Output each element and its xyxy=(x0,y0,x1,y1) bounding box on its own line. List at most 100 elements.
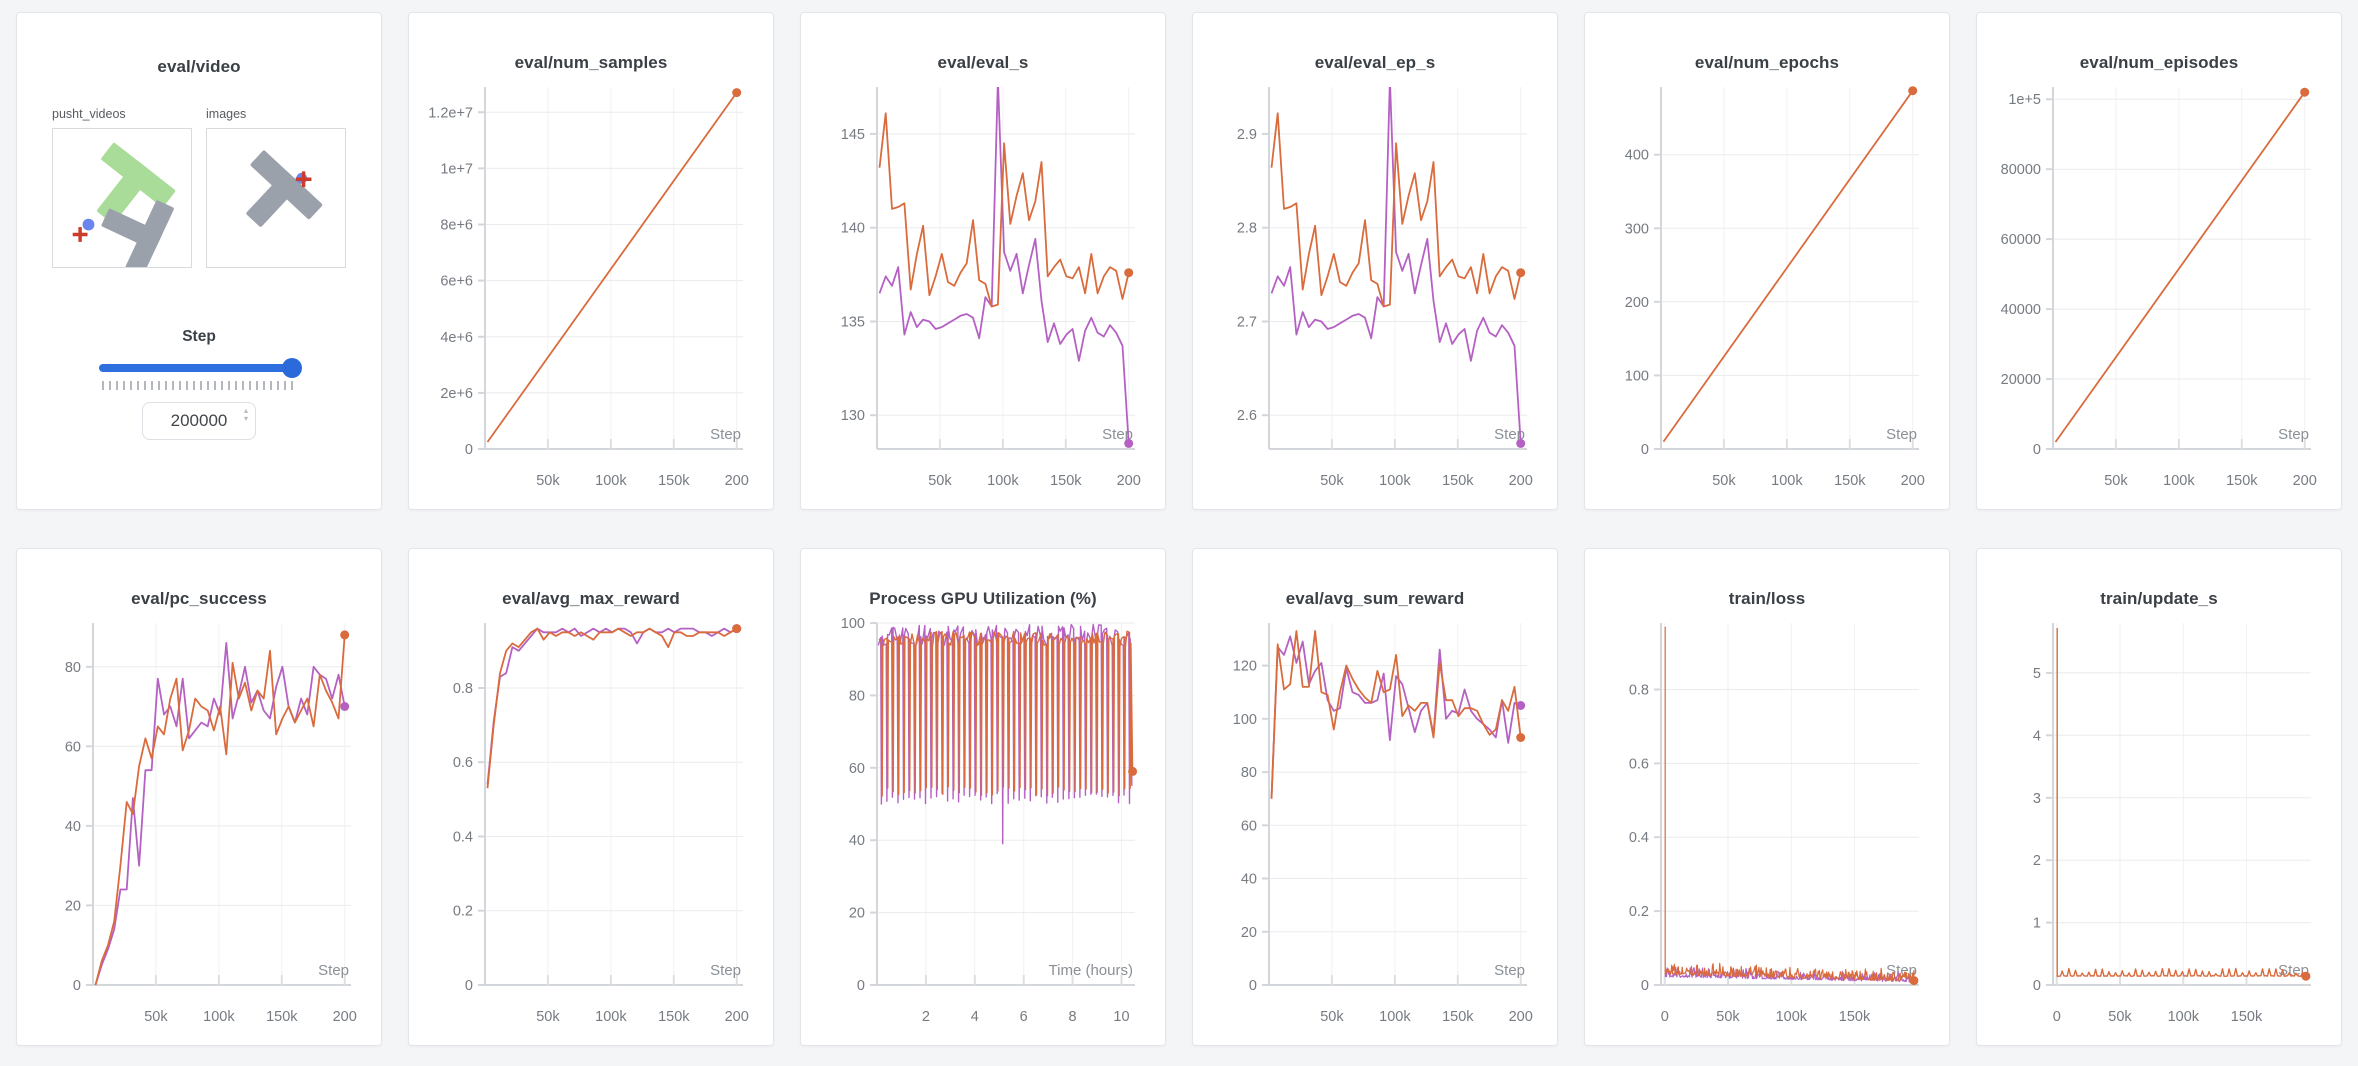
chart-plot: 0 100 200 300 400 50k 100k 150k 200 Step xyxy=(1625,86,1925,489)
chart-panel[interactable]: eval/num_episodes 0 20000 40000 60000 80000 1… xyxy=(1976,12,2342,510)
svg-text:140: 140 xyxy=(841,221,865,237)
svg-text:60000: 60000 xyxy=(2001,232,2041,248)
step-slider-ruler-ticks xyxy=(102,381,296,390)
svg-text:100k: 100k xyxy=(1379,473,1411,489)
x-axis-label: Step xyxy=(318,962,349,979)
svg-text:40: 40 xyxy=(65,819,81,835)
svg-text:0: 0 xyxy=(73,978,81,994)
svg-text:50k: 50k xyxy=(928,473,952,489)
images-thumbnail[interactable] xyxy=(206,128,346,268)
svg-text:0.4: 0.4 xyxy=(453,830,473,846)
chart-title: eval/num_epochs xyxy=(1694,53,1840,72)
svg-text:150k: 150k xyxy=(1834,473,1866,489)
series-line-orange xyxy=(1664,626,1915,982)
svg-text:200: 200 xyxy=(1901,473,1925,489)
chart-title: eval/num_episodes xyxy=(2079,53,2239,72)
series-line-orange xyxy=(1270,112,1522,308)
chart-title: eval/eval_ep_s xyxy=(1314,53,1436,72)
svg-text:0: 0 xyxy=(1249,978,1257,994)
svg-text:0: 0 xyxy=(1641,442,1649,458)
gridlines xyxy=(1661,87,1919,450)
series-line-orange xyxy=(486,627,738,789)
axes xyxy=(2052,87,2311,450)
x-axis-label: Step xyxy=(1886,426,1917,443)
goal-cross xyxy=(295,171,312,188)
series-line-purple xyxy=(1270,87,1522,444)
svg-text:150k: 150k xyxy=(2231,1009,2263,1025)
svg-text:20: 20 xyxy=(1241,925,1257,941)
spinner-up-icon[interactable]: ▴ xyxy=(243,406,248,415)
svg-text:2e+6: 2e+6 xyxy=(440,386,473,402)
svg-text:150k: 150k xyxy=(1442,1009,1474,1025)
chart-panel[interactable]: eval/avg_sum_reward 0 20 40 60 80 100 120 50k 10… xyxy=(1192,548,1558,1046)
svg-text:150k: 150k xyxy=(1839,1009,1871,1025)
svg-text:0: 0 xyxy=(465,442,473,458)
gridlines xyxy=(1661,623,1919,986)
spinner-down-icon[interactable]: ▾ xyxy=(243,414,248,423)
svg-text:40: 40 xyxy=(1241,872,1257,888)
media-panel-eval-video[interactable]: eval/video pusht_videos images xyxy=(16,12,382,510)
svg-text:50k: 50k xyxy=(144,1009,168,1025)
chart-panel[interactable]: eval/eval_s 130 135 140 145 50k 100k 150k 200 St… xyxy=(800,12,1166,510)
svg-text:200: 200 xyxy=(1509,1009,1533,1025)
axes xyxy=(1660,87,1919,450)
chart-panel[interactable]: eval/num_samples 0 2e+6 4e+6 6e+6 8e+6 1e+7 1.… xyxy=(408,12,774,510)
tick-labels: 0 20 40 60 80 100 120 50k 100k 150k 200 Step xyxy=(1233,659,1533,1025)
pusht-video-frame xyxy=(72,142,176,276)
step-input-spinner[interactable]: ▴ ▾ xyxy=(244,407,248,423)
svg-text:200: 200 xyxy=(1509,473,1533,489)
series-line-orange xyxy=(2054,91,2306,443)
series-end-dot-purple xyxy=(1124,438,1134,448)
svg-text:6e+6: 6e+6 xyxy=(440,274,473,290)
x-axis-label: Step xyxy=(710,962,741,979)
axes xyxy=(1660,623,1919,986)
chart-panel[interactable]: eval/num_epochs 0 100 200 300 400 50k 100k 150k… xyxy=(1584,12,1950,510)
chart-panel[interactable]: eval/eval_ep_s 2.6 2.7 2.8 2.9 50k 100k 150k 20… xyxy=(1192,12,1558,510)
svg-text:1e+7: 1e+7 xyxy=(440,161,473,177)
svg-text:0: 0 xyxy=(2033,978,2041,994)
series-line-purple xyxy=(94,642,346,985)
svg-text:2.9: 2.9 xyxy=(1237,127,1257,143)
svg-text:60: 60 xyxy=(65,739,81,755)
step-slider-knob[interactable] xyxy=(282,358,302,378)
x-axis-label: Step xyxy=(2278,426,2309,443)
svg-text:50k: 50k xyxy=(1320,473,1344,489)
chart-panel[interactable]: Process GPU Utilization (%) 0 20 40 60 80 100… xyxy=(800,548,1166,1046)
gridlines xyxy=(2053,87,2311,450)
svg-text:400: 400 xyxy=(1625,148,1649,164)
svg-text:150k: 150k xyxy=(1050,473,1082,489)
series-line-orange xyxy=(878,112,1130,308)
step-slider[interactable] xyxy=(99,358,302,378)
step-input[interactable]: 200000 ▴ ▾ xyxy=(142,402,256,440)
chart-plot: 0 20 40 60 80 50k 100k 150k 200 Step xyxy=(65,623,357,1025)
chart-panel[interactable]: eval/avg_max_reward 0 0.2 0.4 0.6 0.8 50k 100k… xyxy=(408,548,774,1046)
svg-text:0.4: 0.4 xyxy=(1629,830,1649,846)
step-slider-track[interactable] xyxy=(99,364,299,372)
svg-text:0.6: 0.6 xyxy=(453,755,473,771)
green-target-t-shape xyxy=(97,142,176,224)
chart-panel[interactable]: eval/pc_success 0 20 40 60 80 50k 100k 150k 200 S… xyxy=(16,548,382,1046)
svg-text:0: 0 xyxy=(1641,978,1649,994)
svg-text:200: 200 xyxy=(2293,473,2317,489)
chart-title: eval/pc_success xyxy=(131,589,267,608)
goal-cross xyxy=(72,227,88,242)
image-thumb-label: images xyxy=(206,107,247,121)
pusht-video-thumbnail[interactable] xyxy=(52,128,192,276)
media-panel-title: eval/video xyxy=(157,57,241,76)
svg-text:3: 3 xyxy=(2033,791,2041,807)
svg-text:2.6: 2.6 xyxy=(1237,408,1257,424)
svg-text:2: 2 xyxy=(922,1009,930,1025)
svg-text:1e+5: 1e+5 xyxy=(2008,92,2041,108)
svg-text:200: 200 xyxy=(725,473,749,489)
svg-text:0.2: 0.2 xyxy=(1629,904,1649,920)
chart-panel[interactable]: train/loss 0 0.2 0.4 0.6 0.8 0 50k 100k 150k Step xyxy=(1584,548,1950,1046)
series-end-dot-purple xyxy=(1516,701,1526,710)
images-frame xyxy=(246,150,323,227)
series-line-orange xyxy=(486,92,738,443)
x-axis-label: Step xyxy=(710,426,741,443)
series-end-dot-orange xyxy=(2300,87,2310,97)
chart-panel[interactable]: train/update_s 0 1 2 3 4 5 0 50k 100k 150k Step xyxy=(1976,548,2342,1046)
svg-text:8: 8 xyxy=(1069,1009,1077,1025)
svg-text:100k: 100k xyxy=(595,1009,627,1025)
